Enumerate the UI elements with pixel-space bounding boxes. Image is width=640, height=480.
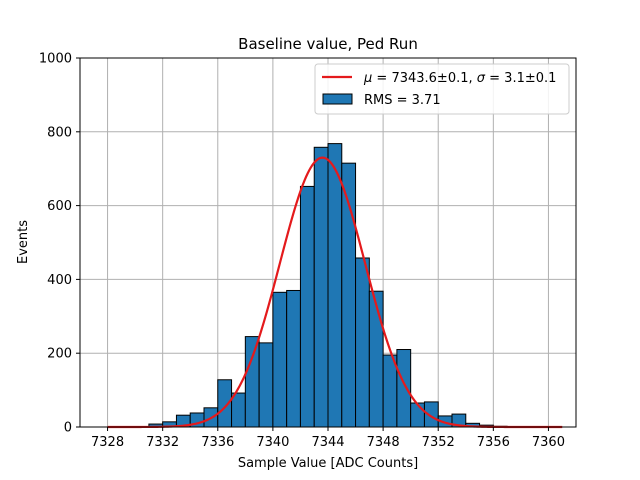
y-tick-label: 1000 xyxy=(39,52,72,67)
histogram-bar xyxy=(244,336,260,428)
legend-fit-mu: μ xyxy=(363,71,372,86)
histogram-bar xyxy=(396,349,412,428)
histogram-bar xyxy=(258,342,274,428)
legend-hist-label: RMS = 3.71 xyxy=(364,93,441,108)
y-tick-label: 800 xyxy=(47,125,72,140)
x-axis-label: Sample Value [ADC Counts] xyxy=(238,456,418,471)
legend-hist-swatch xyxy=(322,93,353,105)
x-tick-label: 7336 xyxy=(201,435,234,450)
legend-box xyxy=(314,63,570,115)
histogram-bar xyxy=(368,290,384,428)
histogram-bar xyxy=(272,291,288,428)
histogram-bar xyxy=(231,392,246,428)
x-axis-ticks: 7328 7332 7336 7340 7344 7348 7352 7356 7360 xyxy=(91,427,565,450)
y-tick-label: 200 xyxy=(47,347,72,362)
legend-fit-sigma: σ xyxy=(477,71,486,86)
y-tick-label: 400 xyxy=(47,273,72,288)
y-tick-label: 0 xyxy=(64,421,72,436)
x-tick-label: 7356 xyxy=(477,435,510,450)
histogram-bar xyxy=(355,257,370,428)
y-axis-ticks: 0 200 400 600 800 1000 xyxy=(39,52,80,436)
histogram-bar xyxy=(327,143,343,428)
legend-fit-mid: = 7343.6±0.1, xyxy=(372,71,476,86)
histogram-bar xyxy=(286,289,301,428)
x-tick-label: 7360 xyxy=(532,435,565,450)
x-tick-label: 7348 xyxy=(367,435,400,450)
x-tick-label: 7332 xyxy=(146,435,179,450)
histogram-bar xyxy=(410,402,425,428)
histogram-bar xyxy=(382,354,398,428)
histogram-bar xyxy=(299,185,315,428)
legend: μ = 7343.6±0.1, σ = 3.1±0.1 RMS = 3.71 xyxy=(314,63,570,115)
y-tick-label: 600 xyxy=(47,199,72,214)
x-tick-label: 7328 xyxy=(91,435,124,450)
histogram-bar xyxy=(313,146,329,428)
x-tick-label: 7340 xyxy=(256,435,289,450)
x-tick-label: 7352 xyxy=(422,435,455,450)
y-axis-label: Events xyxy=(16,220,31,264)
legend-fit-label: μ = 7343.6±0.1, σ = 3.1±0.1 xyxy=(363,71,556,86)
legend-fit-end: = 3.1±0.1 xyxy=(485,71,556,86)
chart-title: Baseline value, Ped Run xyxy=(238,35,418,53)
x-tick-label: 7344 xyxy=(311,435,344,450)
